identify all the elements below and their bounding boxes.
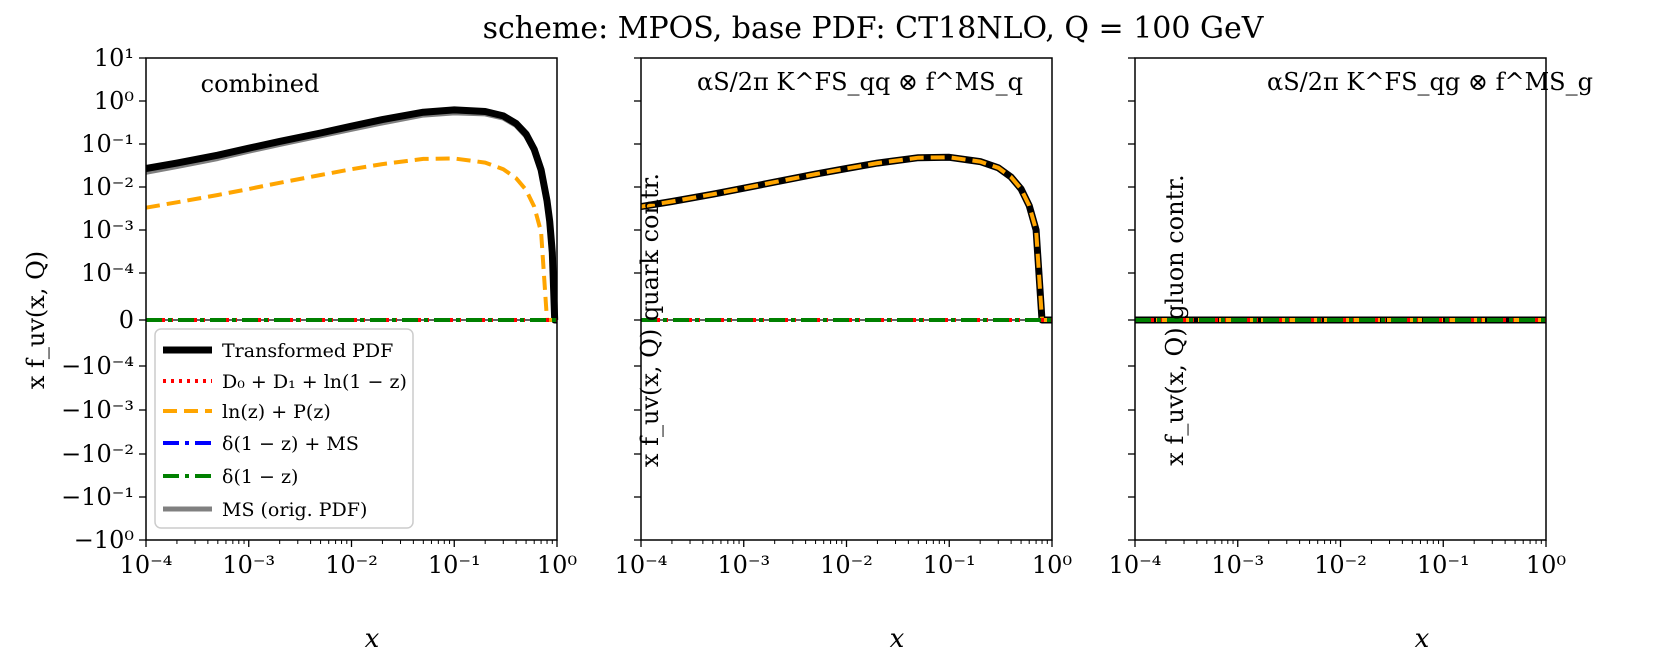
x-tick-label: 10⁻³ (717, 551, 770, 579)
x-axis-label-combined: x (365, 624, 380, 654)
legend-label: δ(1 − z) + MS (222, 433, 359, 455)
panel-gluon: 10⁻⁴ 10⁻³ 10⁻² 10⁻¹ 10⁰ αS/2π K^FS_qg ⊗ f^MS… (1109, 57, 1593, 654)
legend-label: δ(1 − z) (222, 466, 298, 488)
plot-area-quark: 10⁻⁴ 10⁻³ 10⁻² 10⁻¹ 10⁰ (615, 57, 1072, 579)
x-tick-label: 10⁻³ (222, 551, 275, 579)
plot-area-combined: 10⁻⁴ 10⁻³ 10⁻² 10⁻¹ 10⁰ 10¹ 10⁰ 10⁻¹ 10⁻² 10⁻³ 10⁻… (61, 44, 577, 579)
y-tick-label: −10⁰ (74, 526, 134, 554)
y-tick-label: 0 (119, 306, 134, 334)
x-tick-label: 10⁻¹ (428, 551, 481, 579)
series-line (640, 155, 1052, 322)
legend-label: ln(z) + P(z) (222, 401, 331, 423)
x-tick-label: 10⁻¹ (923, 551, 976, 579)
axes-frame (1134, 57, 1547, 541)
x-tick-label: 10⁻¹ (1417, 551, 1470, 579)
x-tick-label: 10⁰ (537, 551, 577, 579)
plot-area-gluon: 10⁻⁴ 10⁻³ 10⁻² 10⁻¹ 10⁰ (1109, 57, 1566, 579)
legend-box (154, 328, 414, 529)
x-tick-label: 10⁻² (325, 551, 378, 579)
y-tick-label: 10⁻³ (81, 216, 134, 244)
annotation-quark: αS/2π K^FS_qq ⊗ f^MS_q (697, 68, 1023, 96)
x-tick-label: 10⁰ (1032, 551, 1072, 579)
legend: Transformed PDF D₀ + D₁ + ln(1 − z) ln(z) … (154, 328, 414, 529)
x-axis-label-gluon: x (1415, 624, 1430, 654)
annotation-combined: combined (201, 70, 320, 98)
x-axis-label-quark: x (890, 624, 905, 654)
panel-quark: 10⁻⁴ 10⁻³ 10⁻² 10⁻¹ 10⁰ αS/2π K^FS_qq ⊗ f^MS… (615, 57, 1072, 654)
series-line (145, 106, 559, 324)
y-tick-label: −10⁻¹ (61, 483, 134, 511)
y-axis-label-quark: x f_uv(x, Q) quark contr. (636, 173, 664, 467)
y-axis-label-combined: x f_uv(x, Q) (22, 251, 50, 389)
y-axis-label-gluon: x f_uv(x, Q) gluon contr. (1161, 174, 1189, 465)
x-tick-label: 10⁻⁴ (120, 551, 173, 579)
legend-label: D₀ + D₁ + ln(1 − z) (222, 371, 407, 393)
y-tick-label: −10⁻³ (61, 396, 134, 424)
x-tick-label: 10⁻⁴ (1109, 551, 1162, 579)
y-tick-label: −10⁻² (61, 440, 134, 468)
x-tick-label: 10⁻² (820, 551, 873, 579)
x-tick-label: 10⁻⁴ (615, 551, 668, 579)
x-tick-label: 10⁻² (1314, 551, 1367, 579)
figure-title: scheme: MPOS, base PDF: CT18NLO, Q = 100… (483, 11, 1265, 46)
annotation-gluon: αS/2π K^FS_qg ⊗ f^MS_g (1267, 68, 1593, 96)
panel-combined: 10⁻⁴ 10⁻³ 10⁻² 10⁻¹ 10⁰ 10¹ 10⁰ 10⁻¹ 10⁻² 10⁻³ 10⁻… (22, 44, 577, 654)
y-tick-label: 10⁰ (94, 87, 134, 115)
legend-label: Transformed PDF (222, 340, 393, 362)
axes-frame (640, 57, 1053, 541)
y-tick-label: 10⁻⁴ (81, 259, 134, 287)
x-tick-label: 10⁻³ (1211, 551, 1264, 579)
y-tick-label: 10⁻¹ (81, 130, 134, 158)
series-line (145, 110, 558, 323)
legend-label: MS (orig. PDF) (222, 499, 367, 521)
y-tick-label: −10⁻⁴ (61, 352, 134, 380)
series-line (145, 156, 557, 322)
y-tick-label: 10¹ (94, 44, 134, 72)
x-tick-label: 10⁰ (1526, 551, 1566, 579)
series-line (640, 153, 1054, 324)
y-tick-label: 10⁻² (81, 173, 134, 201)
